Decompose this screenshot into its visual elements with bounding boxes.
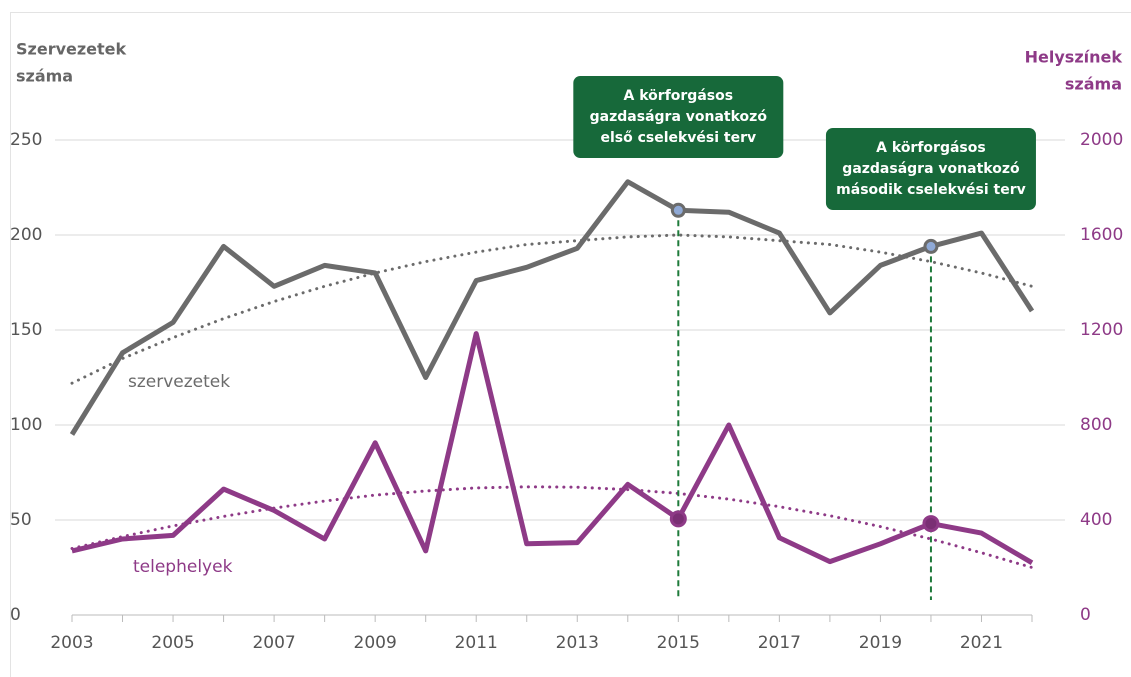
annotation-text: gazdaságra vonatkozó (842, 161, 1020, 177)
y2-axis-title: Helyszínek (1025, 48, 1123, 67)
annotation-text: A körforgásos (876, 140, 986, 156)
x-tick-label: 2019 (859, 633, 902, 653)
annotation-box (573, 76, 784, 158)
y2-tick-label: 0 (1080, 605, 1091, 625)
y2-tick-label: 2000 (1080, 130, 1123, 150)
x-tick-label: 2007 (252, 633, 295, 653)
x-tick-label: 2013 (556, 633, 599, 653)
y-tick-label: 150 (10, 320, 42, 340)
x-tick-label: 2021 (960, 633, 1003, 653)
highlight-marker (669, 510, 687, 528)
x-tick-label: 2011 (455, 633, 498, 653)
y-tick-label: 50 (10, 510, 32, 530)
y2-tick-label: 1600 (1080, 225, 1123, 245)
x-tick-label: 2005 (151, 633, 194, 653)
x-tick-label: 2017 (758, 633, 801, 653)
x-tick-label: 2015 (657, 633, 700, 653)
y2-axis-title: száma (1065, 75, 1122, 94)
y2-tick-label: 1200 (1080, 320, 1123, 340)
annotation-text: második cselekvési terv (836, 182, 1026, 198)
series-label: telephelyek (133, 557, 233, 577)
series-line (71, 331, 1034, 565)
y-tick-label: 0 (10, 605, 21, 625)
x-tick-label: 2003 (50, 633, 93, 653)
highlight-marker (923, 238, 939, 254)
annotation-text: A körforgásos (624, 88, 734, 104)
series-line (69, 179, 1035, 436)
y-tick-label: 200 (10, 225, 42, 245)
x-tick-label: 2009 (354, 633, 397, 653)
y2-tick-label: 800 (1080, 415, 1112, 435)
trend-line (70, 233, 1034, 385)
y-tick-label: 250 (10, 130, 42, 150)
frame (10, 12, 1131, 677)
series-label: szervezetek (128, 372, 230, 392)
y-axis-title: Szervezetek (16, 40, 127, 59)
y2-tick-label: 400 (1080, 510, 1112, 530)
y-tick-label: 100 (10, 415, 42, 435)
annotation-text: gazdaságra vonatkozó (590, 109, 768, 125)
highlight-marker (670, 202, 686, 218)
annotation-text: első cselekvési terv (600, 130, 756, 146)
y-axis-title: száma (16, 67, 73, 86)
annotation-box (825, 128, 1036, 210)
highlight-marker (922, 515, 940, 533)
trend-line (70, 485, 1034, 569)
